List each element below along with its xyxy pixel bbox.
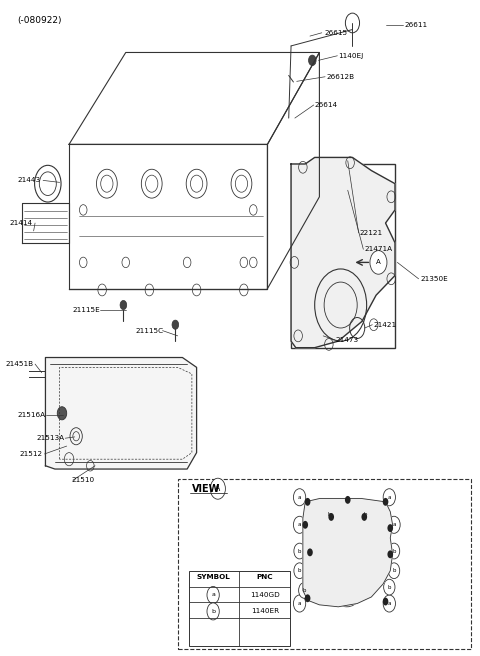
Text: 1140EJ: 1140EJ [338, 52, 363, 59]
Circle shape [388, 543, 400, 559]
Circle shape [383, 498, 388, 506]
Text: A: A [215, 484, 220, 493]
Circle shape [57, 407, 67, 420]
Bar [291, 164, 395, 348]
Circle shape [309, 55, 316, 66]
Circle shape [328, 513, 334, 521]
Text: a: a [298, 522, 301, 527]
Text: a: a [298, 601, 301, 606]
Circle shape [305, 594, 311, 602]
Text: 21414: 21414 [9, 220, 32, 226]
Text: 21115E: 21115E [72, 306, 100, 313]
Text: A: A [376, 259, 381, 266]
Text: b: b [327, 512, 331, 518]
Circle shape [345, 496, 350, 504]
Polygon shape [291, 157, 395, 348]
Text: a: a [211, 592, 215, 598]
Circle shape [305, 498, 311, 506]
Circle shape [387, 524, 393, 532]
Circle shape [387, 550, 393, 558]
Text: b: b [298, 548, 301, 554]
Text: 1140ER: 1140ER [251, 608, 279, 615]
Text: 22121: 22121 [360, 230, 383, 236]
Polygon shape [46, 358, 197, 469]
Circle shape [323, 507, 335, 523]
Text: b: b [387, 584, 391, 590]
Text: PNC: PNC [257, 574, 274, 581]
Circle shape [383, 595, 396, 612]
Text: VIEW: VIEW [192, 483, 220, 494]
Circle shape [299, 583, 310, 598]
Text: b: b [392, 568, 396, 573]
Circle shape [370, 251, 387, 274]
Text: b: b [392, 548, 396, 554]
Text: SYMBOL: SYMBOL [196, 574, 230, 581]
Circle shape [383, 489, 396, 506]
Circle shape [293, 516, 306, 533]
Text: 26614: 26614 [315, 102, 338, 108]
Text: 21471A: 21471A [364, 246, 393, 253]
Text: 26612B: 26612B [326, 73, 355, 80]
Circle shape [294, 563, 305, 579]
Text: b: b [364, 512, 368, 518]
Circle shape [360, 507, 372, 523]
Circle shape [207, 586, 219, 604]
Circle shape [120, 300, 127, 310]
Text: b: b [211, 609, 215, 614]
Text: 26615: 26615 [324, 30, 347, 36]
Circle shape [383, 598, 388, 605]
Bar [189, 571, 290, 646]
Text: b: b [302, 588, 306, 593]
Text: a: a [392, 522, 396, 527]
Circle shape [207, 603, 219, 620]
Polygon shape [303, 499, 393, 607]
Text: 21115C: 21115C [135, 327, 164, 334]
Text: 21443: 21443 [18, 177, 41, 184]
Text: 26611: 26611 [405, 22, 428, 28]
Text: a: a [387, 495, 391, 500]
Text: 1140GD: 1140GD [250, 592, 280, 598]
FancyBboxPatch shape [178, 479, 470, 649]
Circle shape [294, 543, 305, 559]
Text: 21512: 21512 [20, 451, 43, 457]
Text: 21513A: 21513A [36, 435, 64, 441]
Circle shape [172, 320, 179, 329]
Text: (-080922): (-080922) [17, 16, 61, 26]
Text: a: a [298, 495, 301, 500]
Text: b: b [298, 568, 301, 573]
Circle shape [302, 521, 308, 529]
Circle shape [388, 563, 400, 579]
Text: 21421: 21421 [374, 321, 397, 328]
Text: 21473: 21473 [336, 337, 359, 343]
Circle shape [307, 548, 313, 556]
Circle shape [388, 516, 400, 533]
Circle shape [293, 489, 306, 506]
Circle shape [361, 513, 367, 521]
Circle shape [384, 579, 395, 595]
Circle shape [210, 478, 226, 499]
Text: 21451B: 21451B [5, 361, 34, 367]
Text: 21510: 21510 [72, 477, 95, 483]
Circle shape [293, 595, 306, 612]
Text: 21516A: 21516A [17, 411, 46, 418]
Text: a: a [387, 601, 391, 606]
Text: 21350E: 21350E [421, 276, 449, 282]
